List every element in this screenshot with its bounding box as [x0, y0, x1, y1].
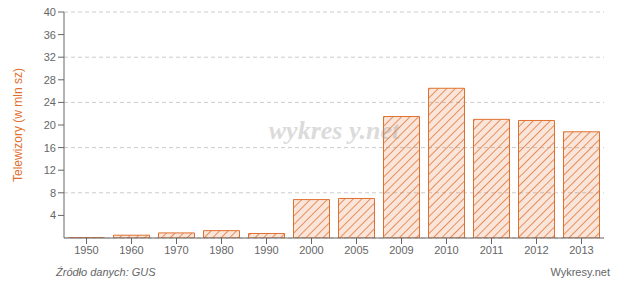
svg-text:1990: 1990: [254, 244, 278, 256]
svg-text:2013: 2013: [569, 244, 593, 256]
html-text:wykres y.net: wykres y.net: [268, 116, 400, 145]
svg-text:8: 8: [50, 187, 56, 199]
svg-text:36: 36: [44, 29, 56, 41]
svg-text:1980: 1980: [209, 244, 233, 256]
svg-text:Telewizory (w mln sz): Telewizory (w mln sz): [11, 68, 25, 182]
svg-text:2000: 2000: [299, 244, 323, 256]
svg-text:24: 24: [44, 96, 56, 108]
svg-text:4: 4: [50, 209, 56, 221]
svg-text:2005: 2005: [344, 244, 368, 256]
html-text:Źródło danych: GUS: Źródło danych: GUS: [56, 266, 156, 278]
html-text:Wykresy.net: Wykresy.net: [550, 266, 610, 278]
svg-text:2012: 2012: [524, 244, 548, 256]
svg-text:1970: 1970: [164, 244, 188, 256]
svg-text:1960: 1960: [119, 244, 143, 256]
svg-text:20: 20: [44, 119, 56, 131]
svg-text:32: 32: [44, 51, 56, 63]
svg-text:2010: 2010: [434, 244, 458, 256]
svg-text:2009: 2009: [389, 244, 413, 256]
svg-text:40: 40: [44, 6, 56, 18]
svg-text:16: 16: [44, 142, 56, 154]
svg-text:2011: 2011: [480, 244, 504, 256]
svg-text:28: 28: [44, 74, 56, 86]
svg-text:12: 12: [44, 164, 56, 176]
svg-text:1950: 1950: [74, 244, 98, 256]
